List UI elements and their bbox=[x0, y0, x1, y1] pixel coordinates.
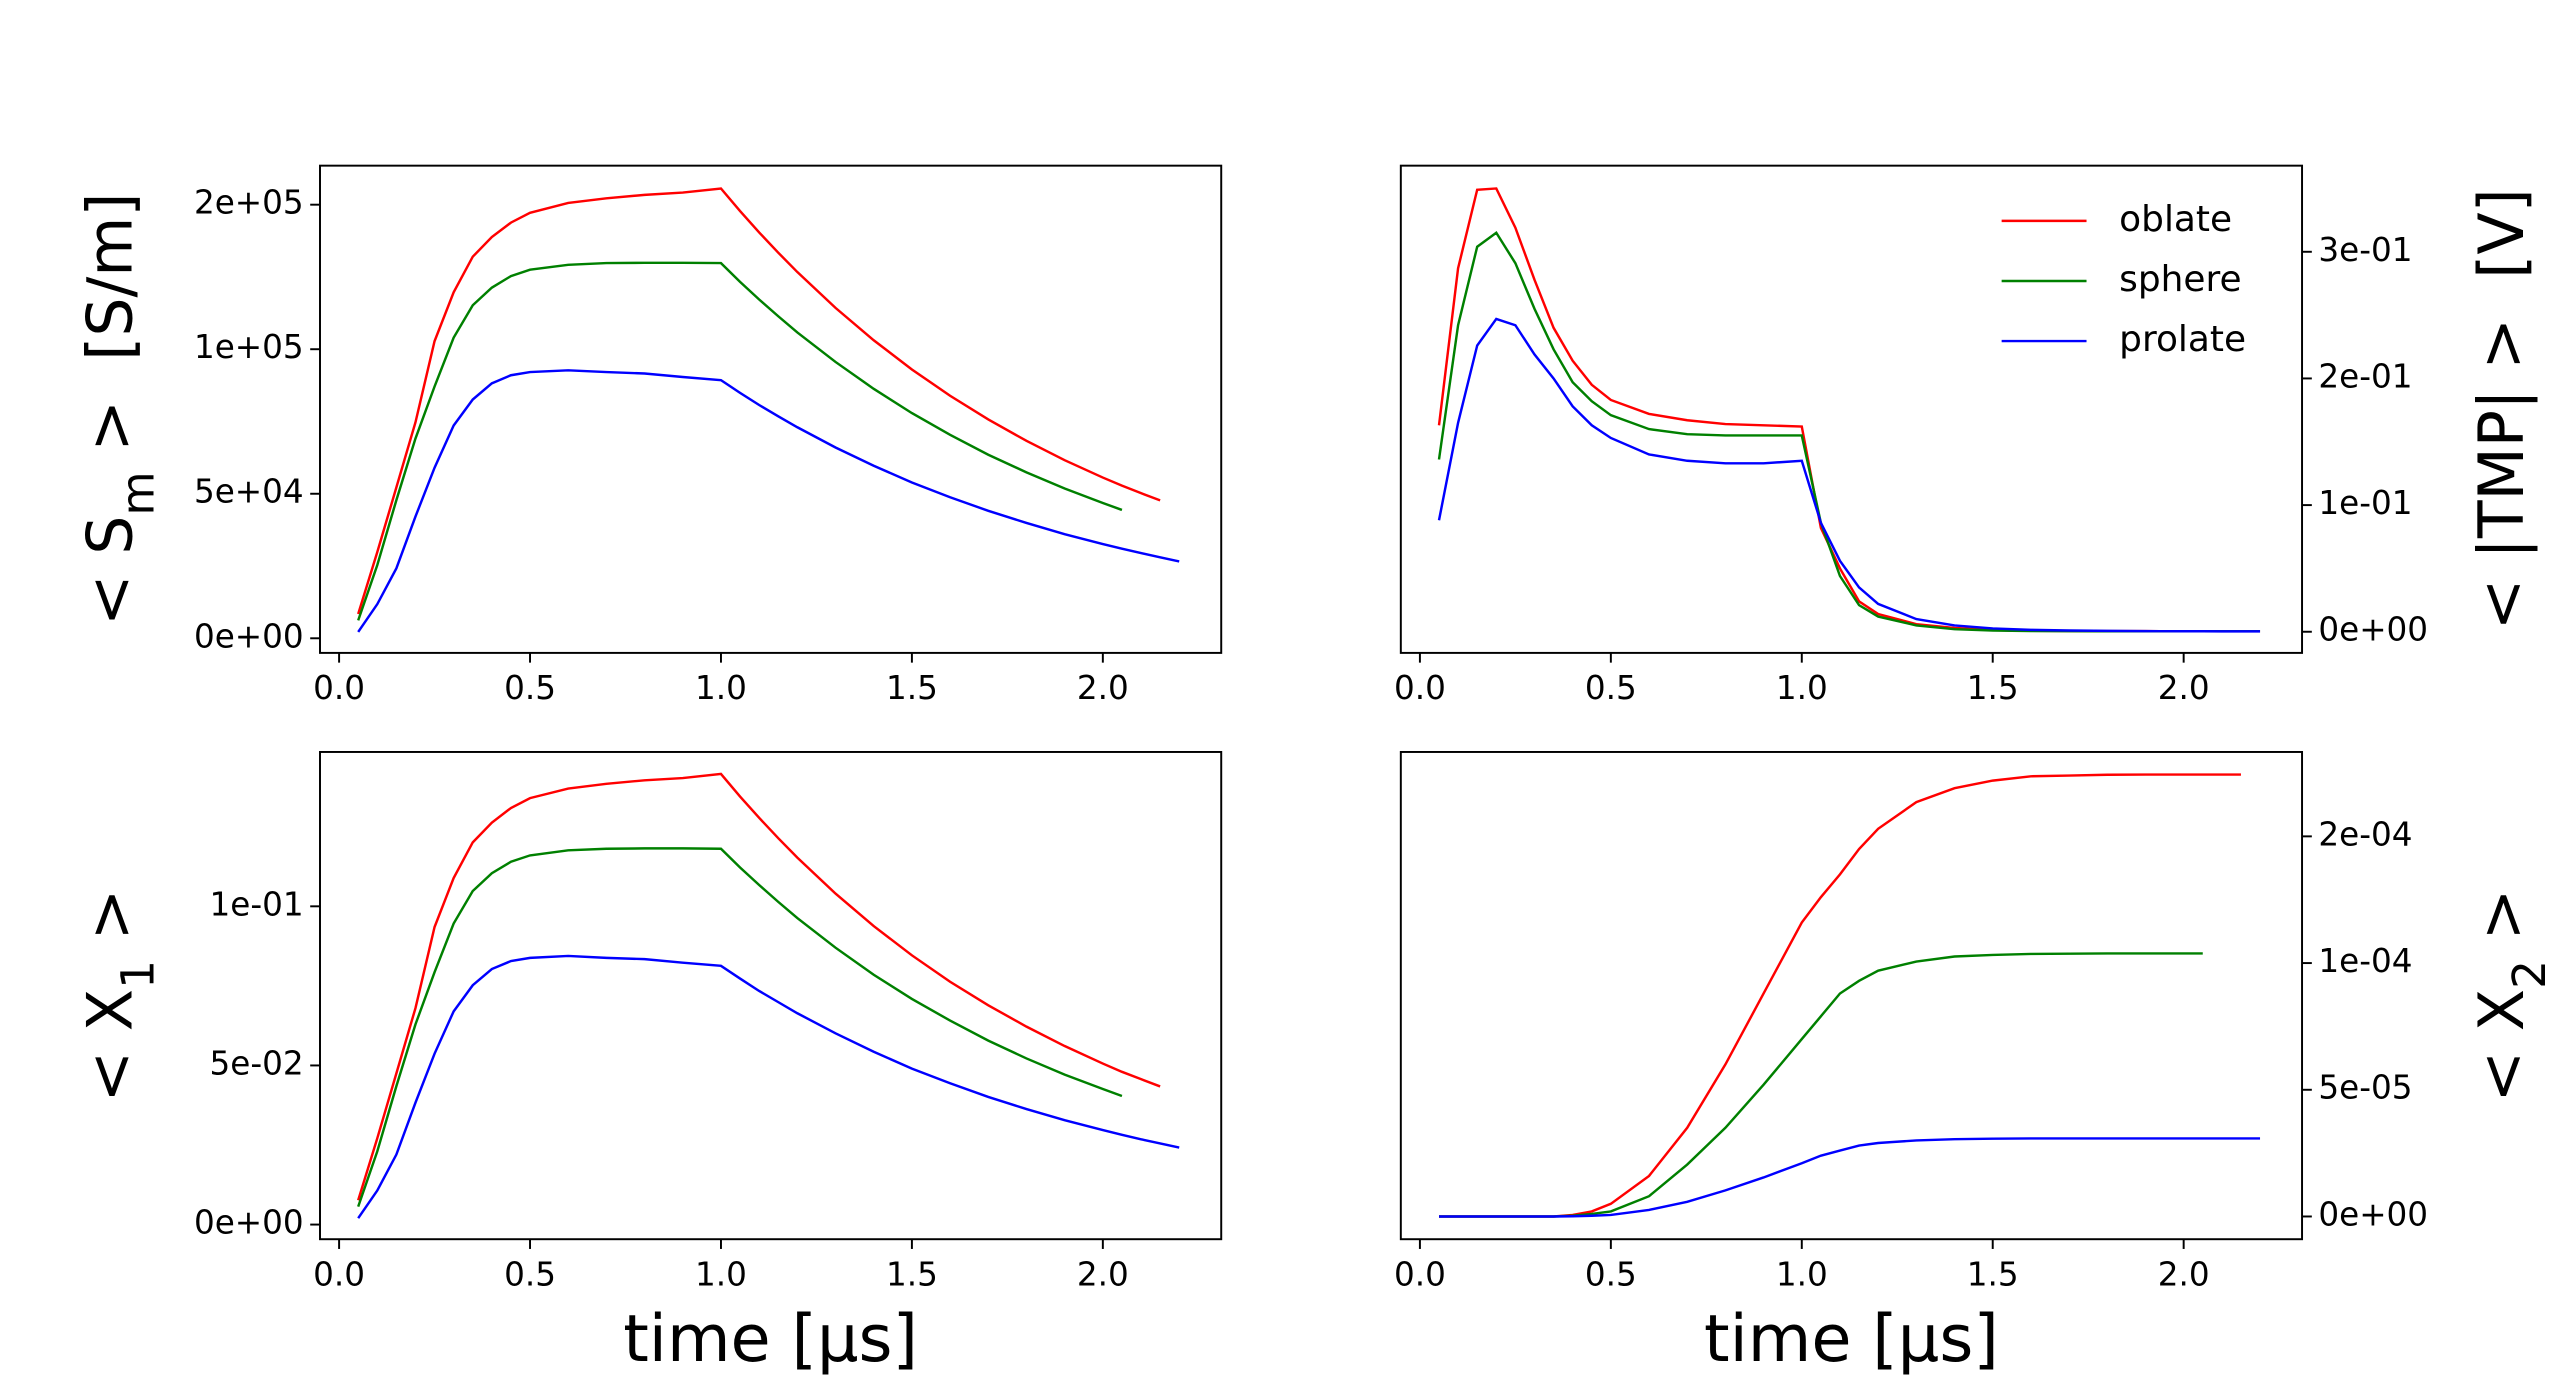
x-tick-label: 1.5 bbox=[886, 669, 938, 707]
axes-frame bbox=[1399, 750, 2304, 1241]
legend-label: sphere bbox=[2119, 259, 2241, 300]
y-tick-label: 5e+04 bbox=[194, 473, 304, 511]
x-tick-label: 0.5 bbox=[504, 1256, 556, 1294]
series-line bbox=[357, 847, 1123, 1208]
y-axis-label-part: 2 bbox=[2503, 960, 2556, 989]
axes-frame bbox=[319, 164, 1223, 654]
x-tick-label: 1.0 bbox=[695, 1256, 747, 1294]
y-tick-label: 0e+00 bbox=[2318, 1196, 2428, 1234]
x-tick-label: 2.0 bbox=[2158, 669, 2210, 707]
y-axis-label-part: < S bbox=[74, 516, 146, 626]
y-axis-label-part: < X bbox=[2466, 989, 2538, 1103]
x-tick-label: 0.5 bbox=[504, 669, 556, 707]
series-line bbox=[357, 772, 1161, 1201]
axes-frame bbox=[319, 750, 1223, 1241]
x-tick-label: 0.5 bbox=[1585, 1256, 1637, 1294]
subplot: 0.0 0.5 1.0 1.5 2.0 0e+00 1e-01 2e-01 3e-01 < |TM… bbox=[1394, 164, 2539, 707]
x-tick-label: 1.5 bbox=[1967, 1256, 2019, 1294]
series-line bbox=[357, 954, 1180, 1219]
y-axis-label: < Sm > [S/m] bbox=[74, 193, 164, 627]
subplot: 0.0 0.5 1.0 1.5 2.0 0e+00 5e-02 1e-01 < X1 > time… bbox=[74, 750, 1223, 1377]
y-axis-label: < X1 > bbox=[74, 889, 164, 1103]
series-line bbox=[357, 261, 1123, 621]
lines bbox=[357, 187, 1180, 633]
y-tick-label: 0e+00 bbox=[194, 617, 304, 655]
x-tick-label: 2.0 bbox=[1077, 1256, 1129, 1294]
lines bbox=[1439, 773, 2261, 1218]
y-tick-label: 0e+00 bbox=[194, 1204, 304, 1242]
y-axis-label-part: < X bbox=[74, 989, 146, 1103]
x-tick-label: 2.0 bbox=[2158, 1256, 2210, 1294]
x-axis-label: time [μs] bbox=[1704, 1302, 1999, 1377]
y-axis-label: < X2 > bbox=[2466, 889, 2556, 1103]
y-axis-label: < |TMP| > [V] bbox=[2466, 188, 2539, 630]
y-axis-label-part: > [S/m] bbox=[74, 193, 146, 472]
y-tick-label: 1e+05 bbox=[194, 328, 304, 366]
y-tick-label: 0e+00 bbox=[2318, 611, 2428, 649]
x-tick-label: 1.0 bbox=[695, 669, 747, 707]
series-line bbox=[1439, 952, 2203, 1218]
y-axis-label-part: 1 bbox=[111, 960, 164, 989]
y-tick-label: 2e-01 bbox=[2318, 357, 2412, 395]
y-axis-label-part: < |TMP| > [V] bbox=[2466, 188, 2539, 630]
x-tick-label: 0.0 bbox=[1394, 669, 1446, 707]
y-tick-label: 2e-04 bbox=[2318, 815, 2412, 853]
y-tick-label: 5e-05 bbox=[2318, 1069, 2412, 1107]
x-tick-label: 0.0 bbox=[313, 1256, 365, 1294]
subplot: 0.0 0.5 1.0 1.5 2.0 0e+00 5e-05 1e-04 2e-04 < X2 … bbox=[1394, 750, 2556, 1377]
series-line bbox=[1437, 187, 2261, 633]
series-line bbox=[357, 369, 1180, 633]
x-tick-label: 0.0 bbox=[313, 669, 365, 707]
y-axis-label-part: > bbox=[2466, 889, 2538, 960]
x-tick-label: 1.0 bbox=[1776, 1256, 1828, 1294]
series-line bbox=[357, 187, 1161, 615]
y-tick-label: 3e-01 bbox=[2318, 231, 2412, 269]
legend-label: prolate bbox=[2119, 319, 2246, 360]
lines bbox=[357, 772, 1180, 1219]
axes-frame bbox=[1399, 164, 2304, 654]
x-axis-label: time [μs] bbox=[623, 1302, 918, 1377]
y-axis-label-part: > bbox=[74, 889, 146, 960]
y-tick-label: 5e-02 bbox=[210, 1045, 304, 1083]
series-line bbox=[1437, 317, 2261, 633]
x-tick-label: 0.0 bbox=[1394, 1256, 1446, 1294]
legend: oblate sphere prolate bbox=[2001, 199, 2246, 360]
y-tick-label: 1e-01 bbox=[2318, 484, 2412, 522]
subplot: 0.0 0.5 1.0 1.5 2.0 0e+00 5e+04 1e+05 2e+05 < Sm … bbox=[74, 164, 1223, 707]
x-tick-label: 1.5 bbox=[1967, 669, 2019, 707]
x-tick-label: 1.0 bbox=[1776, 669, 1828, 707]
x-tick-label: 2.0 bbox=[1077, 669, 1129, 707]
series-line bbox=[1439, 1137, 2261, 1218]
y-tick-label: 1e-04 bbox=[2318, 942, 2412, 980]
y-tick-label: 2e+05 bbox=[194, 184, 304, 222]
y-axis-label-part: m bbox=[111, 471, 164, 515]
y-tick-label: 1e-01 bbox=[210, 885, 304, 923]
x-tick-label: 1.5 bbox=[886, 1256, 938, 1294]
lines bbox=[1437, 187, 2261, 633]
legend-label: oblate bbox=[2119, 199, 2232, 240]
x-tick-label: 0.5 bbox=[1585, 669, 1637, 707]
